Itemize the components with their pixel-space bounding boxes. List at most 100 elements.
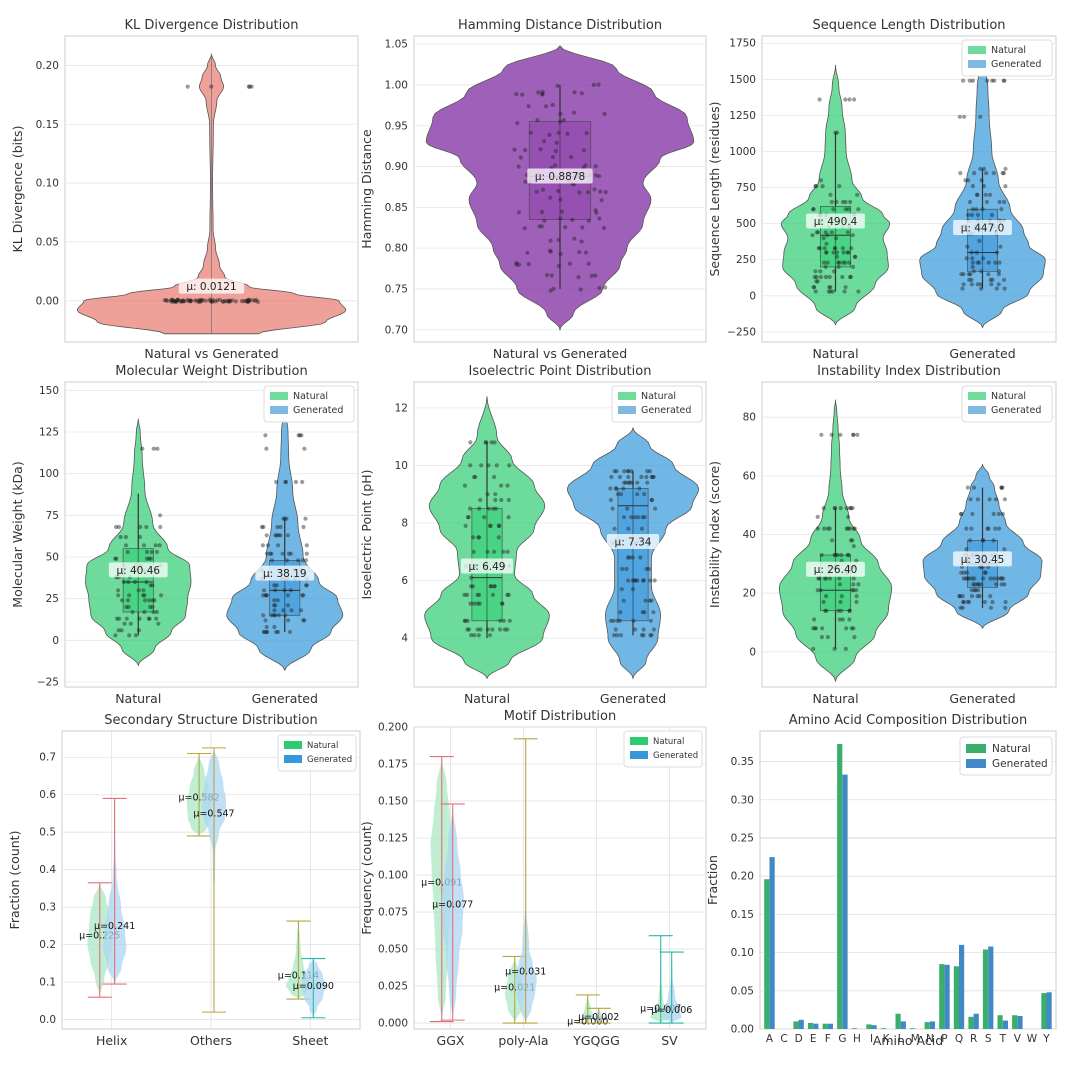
data-point: [630, 555, 635, 560]
data-point: [981, 166, 987, 171]
data-point: [816, 246, 821, 251]
data-point: [473, 474, 478, 480]
data-point: [572, 110, 577, 115]
data-point: [641, 633, 646, 638]
data-point: [609, 474, 614, 480]
y-tick-label: 0.100: [378, 870, 408, 882]
data-point: [992, 576, 997, 581]
bar-generated: [827, 1023, 833, 1029]
mean-label: μ=0.582: [178, 793, 219, 804]
data-point: [488, 584, 493, 589]
y-axis-label: Fraction (count): [7, 831, 22, 930]
data-point: [116, 628, 121, 633]
data-point: [818, 269, 823, 274]
data-point: [275, 598, 280, 603]
data-point: [829, 230, 834, 235]
data-point: [632, 515, 637, 520]
y-axis-label: Frequency (count): [359, 821, 374, 935]
data-point: [485, 627, 490, 632]
data-point: [479, 463, 484, 468]
bar-natural: [982, 949, 989, 1029]
data-point: [493, 497, 498, 503]
data-point: [154, 616, 159, 621]
data-point: [1002, 277, 1007, 282]
data-point: [144, 556, 150, 561]
data-point: [492, 549, 497, 554]
data-point: [561, 118, 566, 123]
data-point: [130, 609, 135, 615]
x-tick-label: N: [926, 1033, 934, 1045]
data-point: [262, 629, 267, 635]
data-point: [991, 538, 996, 543]
data-point: [846, 552, 851, 558]
data-point: [507, 463, 512, 468]
data-point: [824, 241, 829, 246]
data-point: [958, 511, 964, 517]
data-point: [977, 238, 982, 244]
data-point: [198, 299, 203, 304]
data-point: [558, 251, 563, 256]
y-tick-label: 125: [39, 427, 59, 439]
data-point: [186, 298, 191, 303]
data-point: [538, 147, 543, 152]
data-point: [977, 594, 982, 599]
mean-label: μ=0.021: [494, 983, 535, 994]
panel-title: Molecular Weight Distribution: [115, 364, 308, 379]
x-tick-label: Helix: [96, 1033, 127, 1048]
data-point: [540, 92, 545, 97]
data-point: [147, 616, 152, 621]
data-point: [638, 555, 643, 560]
data-point: [824, 250, 829, 255]
data-point: [273, 588, 278, 593]
data-point: [549, 273, 554, 278]
data-point: [128, 621, 133, 626]
data-point: [651, 627, 657, 632]
data-point: [642, 610, 647, 615]
legend-swatch: [630, 737, 648, 745]
data-point: [823, 264, 828, 269]
data-point: [272, 583, 277, 588]
data-point: [1002, 78, 1007, 83]
y-axis-label: Sequence Length (residues): [707, 101, 722, 276]
data-point: [553, 149, 559, 154]
data-point: [477, 506, 482, 511]
data-point: [468, 601, 473, 606]
y-tick-label: 1.05: [385, 39, 408, 51]
data-point: [988, 576, 993, 581]
data-point: [637, 486, 642, 491]
data-point: [828, 289, 833, 294]
legend-label: Natural: [641, 391, 676, 402]
data-point: [990, 277, 995, 282]
data-point: [814, 274, 819, 280]
data-point: [286, 551, 292, 556]
data-point: [493, 506, 498, 511]
data-point: [828, 285, 833, 290]
mean-label-bg: [527, 168, 593, 184]
data-point: [244, 299, 249, 304]
y-tick-label: 6: [401, 575, 408, 587]
data-point: [848, 506, 853, 511]
data-point: [289, 608, 294, 613]
y-tick-label: 0.025: [378, 981, 408, 993]
bar-natural: [1012, 1015, 1018, 1029]
y-tick-label: 150: [39, 385, 59, 397]
data-point: [259, 524, 265, 530]
mean-label-bg: [953, 551, 1012, 567]
data-point: [176, 297, 181, 302]
data-point: [283, 613, 288, 618]
mean-label: μ: 7.34: [615, 536, 652, 548]
data-point: [254, 297, 259, 302]
data-point: [629, 469, 634, 474]
data-point: [957, 114, 962, 119]
data-point: [275, 629, 281, 635]
data-point: [989, 212, 995, 218]
data-point: [966, 576, 971, 581]
data-point: [845, 230, 851, 235]
y-tick-label: 0.10: [731, 947, 754, 959]
data-point: [264, 551, 270, 556]
data-point: [171, 298, 176, 304]
y-tick-label: −250: [727, 326, 756, 338]
data-point: [547, 132, 552, 137]
data-point: [839, 594, 844, 599]
data-point: [815, 279, 820, 284]
